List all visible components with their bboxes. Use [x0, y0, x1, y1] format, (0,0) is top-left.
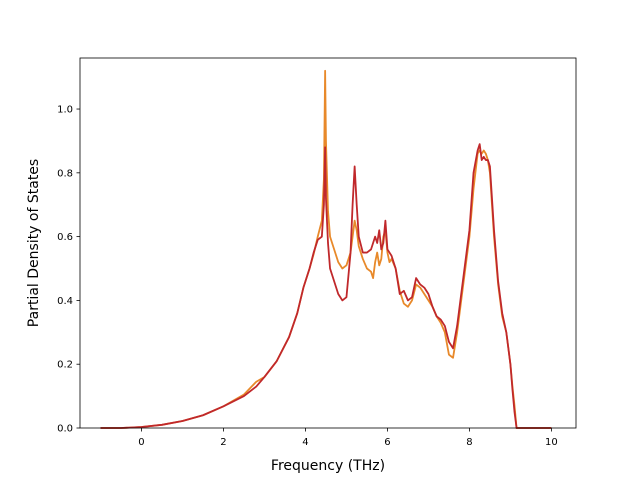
y-axis-label: Partial Density of States	[26, 159, 42, 327]
x-tick-label: 2	[220, 437, 226, 448]
x-tick-label: 10	[545, 437, 558, 448]
y-tick-label: 0.8	[57, 168, 73, 179]
ticks-layer: 0 2 4 6 8 10 0.0 0.2 0.4 0.6 0.8 1.0	[57, 105, 558, 448]
x-axis-label: Frequency (THz)	[271, 458, 385, 474]
y-tick-label: 0.0	[57, 424, 73, 435]
y-tick-label: 1.0	[57, 105, 73, 116]
x-tick-label: 8	[466, 437, 472, 448]
x-tick-label: 0	[138, 437, 144, 448]
x-tick-label: 6	[384, 437, 390, 448]
y-tick-label: 0.2	[57, 360, 73, 371]
series-layer	[100, 69, 552, 429]
x-tick-label: 4	[302, 437, 308, 448]
axes-frame	[79, 57, 577, 429]
series-line-2	[100, 143, 552, 429]
y-tick-label: 0.4	[57, 296, 73, 307]
y-tick-label: 0.6	[57, 232, 73, 243]
